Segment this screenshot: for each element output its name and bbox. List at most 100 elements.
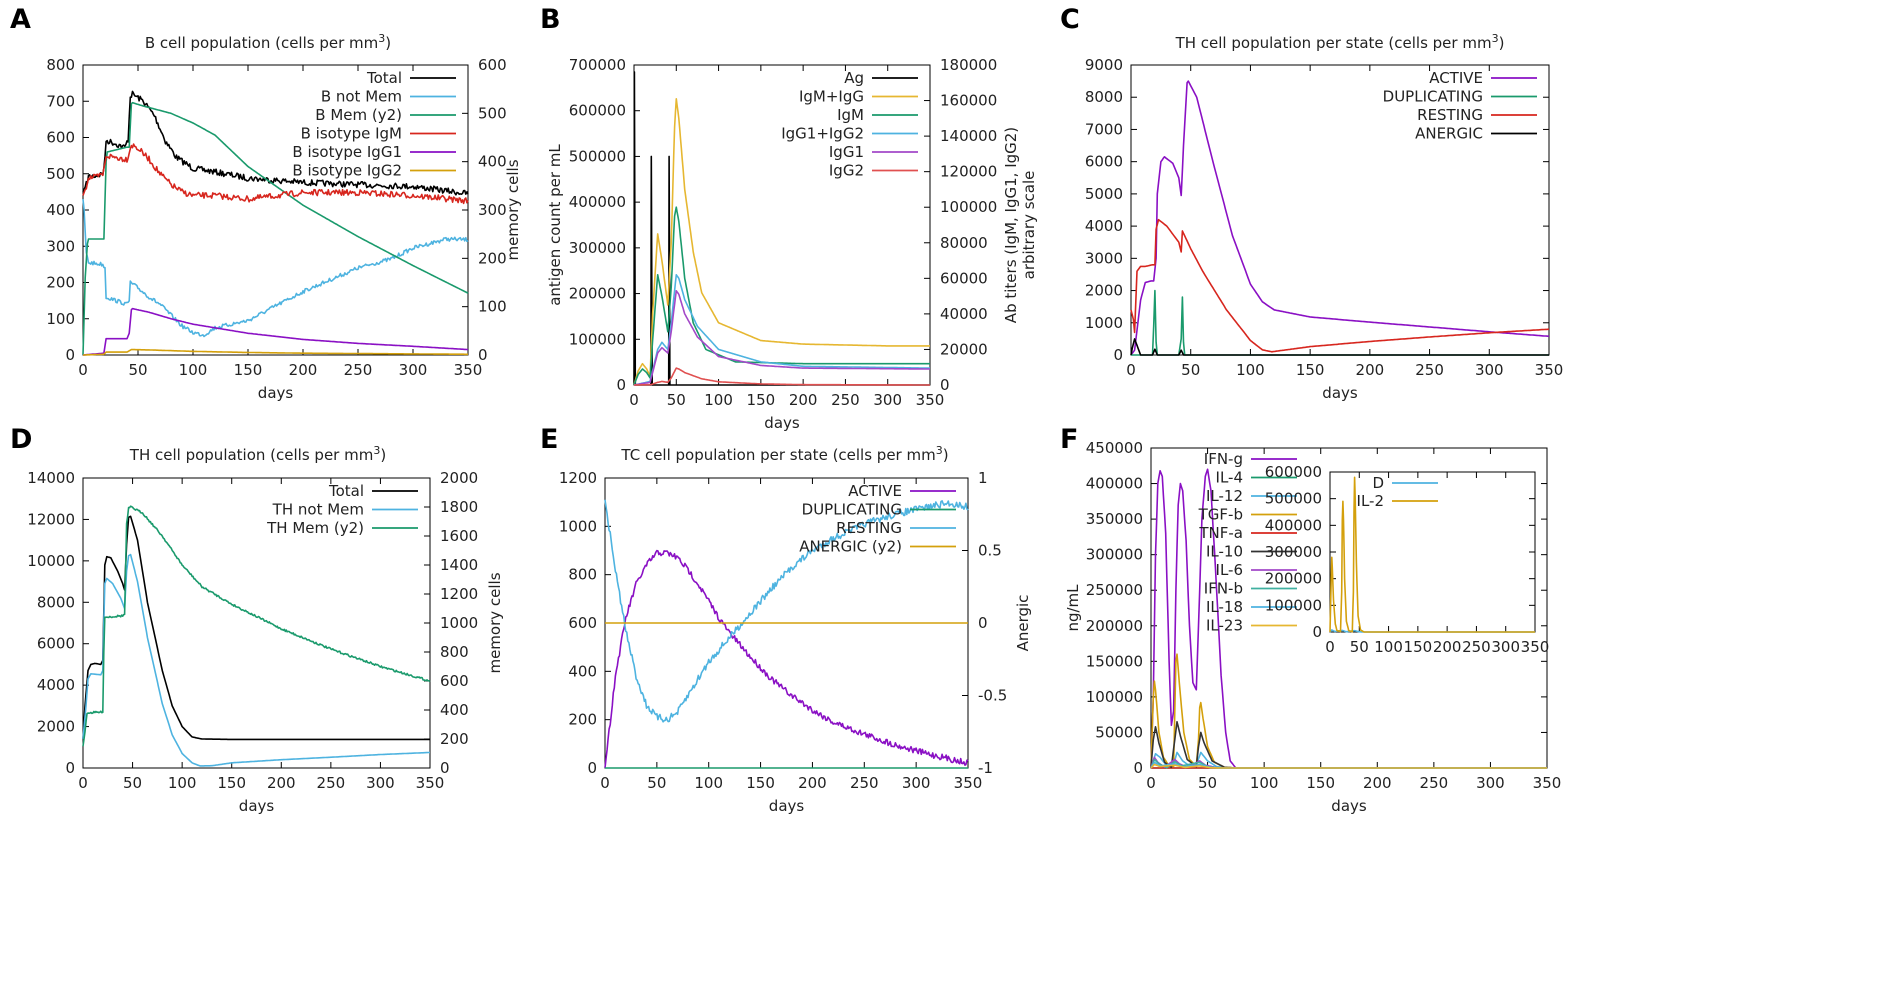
inset-background [1330,472,1535,632]
legend-label: DUPLICATING [1383,88,1483,106]
y2-tick-label: 2000 [440,469,478,487]
x-tick-label: 200 [798,774,827,792]
x-tick-label: 300 [1475,361,1504,379]
y-tick-label: 1000 [559,517,597,535]
y-tick-label: 9000 [1085,56,1123,74]
x-tick-label: 100 [1374,638,1403,656]
series-line-b-isotype-igm [82,143,469,205]
x-tick-label: 200 [1356,361,1385,379]
x-tick-label: 150 [1296,361,1325,379]
x-tick-label: 150 [234,361,263,379]
series-line-b-mem-y2- [82,101,469,356]
y-tick-label: 6000 [1085,153,1123,171]
y-tick-label: 250000 [1086,581,1143,599]
legend-label: IgM [837,106,864,124]
x-tick-label: 250 [344,361,373,379]
legend-label: Ag [844,69,864,87]
series-line-igm [633,206,930,386]
y2-tick-label: 1000 [440,614,478,632]
series-line-igg1-igg2 [633,274,930,386]
legend-label: TH not Mem [272,501,364,519]
series-line-igg1 [633,290,930,386]
y-tick-label: 1000 [1085,314,1123,332]
x-tick-label: 300 [366,774,395,792]
y-tick-label: 500000 [1265,490,1322,508]
legend-label: IL-12 [1206,487,1243,505]
y2-axis-label: memory cells [504,159,522,260]
legend-label: B Mem (y2) [315,106,402,124]
chart-panel-d: D TH cell population (cells per mm3) 0 50 10… [10,424,504,815]
legend-label: IL-23 [1206,617,1243,635]
y-tick-label: 200000 [569,285,626,303]
y-tick-label: 200000 [1086,617,1143,635]
y2-tick-label: 200 [440,730,469,748]
legend-label: IgM+IgG [799,88,864,106]
x-tick-label: 250 [1415,361,1444,379]
y-tick-label: 100000 [1265,596,1322,614]
x-tick-label: 0 [600,774,610,792]
panel-label: B [540,4,561,35]
chart-panel-a: A B cell population (cells per mm3) 0 50 100… [10,4,522,402]
legend-label: ACTIVE [1429,69,1483,87]
plot-frame [1130,64,1550,356]
y-tick-label: 700 [46,92,75,110]
legend-label: IL-4 [1216,469,1243,487]
x-tick-label: 350 [1533,774,1562,792]
legend-label: DUPLICATING [802,501,902,519]
chart-panel-f: F0 50 100 150 200 250 300 350050000100000150000… [1060,424,1561,815]
panel-label: F [1060,424,1078,455]
y-tick-label: 350000 [1086,510,1143,528]
legend-label: IgG1 [829,143,864,161]
y2-tick-label: 0.5 [978,542,1002,560]
chart-title: TH cell population per state (cells per … [1175,32,1505,53]
y2-tick-label: 300 [478,201,507,219]
y-axis-label: ng/mL [1064,584,1082,632]
y-tick-label: 50000 [1095,723,1143,741]
y-tick-label: 700000 [569,56,626,74]
y2-tick-label: 500 [478,104,507,122]
y-tick-label: 10000 [27,552,75,570]
legend-label: IgG1+IgG2 [781,125,864,143]
y-tick-label: 500 [46,165,75,183]
chart-panel-b: B0 50 100 150 200 250 300 350010000020000030000… [540,4,1038,432]
series-line-total [82,90,469,196]
y-tick-label: 6000 [37,635,75,653]
inset-legend-label: IL-2 [1357,492,1384,510]
plot-frame [82,477,431,769]
y-tick-label: 0 [616,376,626,394]
y2-tick-label: 0 [940,376,950,394]
legend-label: IL-10 [1206,543,1243,561]
x-tick-label: 300 [902,774,931,792]
inset-legend-label: D [1372,474,1384,492]
y-tick-label: 0 [587,759,597,777]
x-axis-label: days [1331,797,1367,815]
series-line-anergic [1130,338,1549,356]
y-tick-label: 5000 [1085,185,1123,203]
y2-tick-label: 100000 [940,198,997,216]
series-line-th-not-mem [82,553,430,767]
y2-axis-label: memory cells [486,572,504,673]
legend-label: ANERGIC (y2) [799,538,902,556]
y-tick-label: 0 [1133,759,1143,777]
x-tick-label: 0 [1126,361,1136,379]
series-line-b-not-mem [82,199,469,338]
y2-tick-label: 200 [478,249,507,267]
x-tick-label: 200 [267,774,296,792]
y-tick-label: 0 [65,759,75,777]
legend-label: Total [366,69,402,87]
y-tick-label: 300000 [569,239,626,257]
y2-tick-label: 400 [478,153,507,171]
series-line-il-10 [1150,721,1547,769]
y-tick-label: 1200 [559,469,597,487]
y2-tick-label: 40000 [940,305,988,323]
x-tick-label: 100 [168,774,197,792]
legend-label: B isotype IgM [301,125,402,143]
x-tick-label: 100 [704,391,733,409]
y-tick-label: 200 [46,274,75,292]
y-tick-label: 400 [568,662,597,680]
y-tick-label: 400 [46,201,75,219]
y-tick-label: 8000 [1085,88,1123,106]
